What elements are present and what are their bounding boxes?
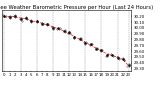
Title: Milwaukee Weather Barometric Pressure per Hour (Last 24 Hours): Milwaukee Weather Barometric Pressure pe… xyxy=(0,5,154,10)
